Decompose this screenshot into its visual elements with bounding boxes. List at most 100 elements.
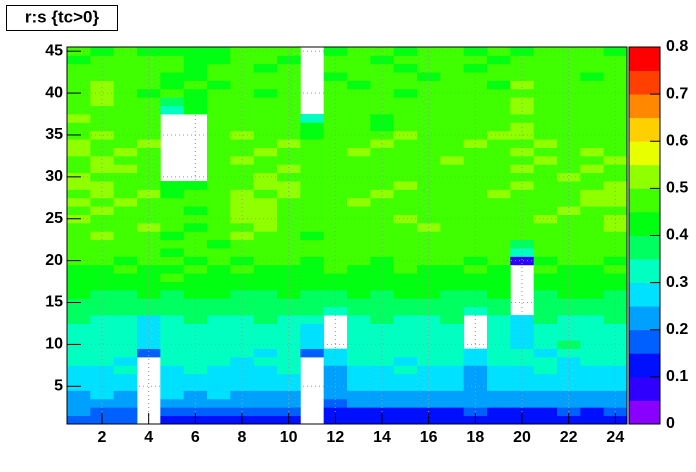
cell [510, 63, 535, 73]
cell [463, 273, 488, 282]
cell [370, 248, 395, 257]
cell [580, 248, 605, 257]
cell [300, 155, 325, 165]
cell [90, 264, 115, 274]
cell [393, 206, 418, 215]
cell [160, 80, 185, 90]
cell [463, 181, 488, 190]
cell [207, 398, 231, 408]
cell [183, 80, 208, 90]
cell [67, 105, 91, 115]
cell [67, 80, 91, 90]
cell [557, 80, 581, 90]
cell [393, 323, 418, 333]
cell [113, 382, 138, 391]
cell [557, 281, 581, 291]
cell [253, 348, 278, 358]
cell [207, 239, 231, 249]
cell [323, 105, 348, 115]
cell [370, 331, 395, 341]
cell [533, 130, 558, 140]
cell [253, 256, 278, 266]
cell [137, 189, 161, 199]
cell [440, 415, 465, 425]
cell [253, 264, 278, 274]
cell [440, 55, 465, 65]
cell [603, 164, 628, 174]
cell [253, 331, 278, 341]
cell [253, 289, 278, 299]
cell [90, 197, 115, 207]
cell [67, 281, 91, 291]
cell [113, 139, 138, 148]
cell [487, 306, 511, 316]
cell [277, 63, 301, 73]
cell [67, 365, 91, 375]
cell [347, 256, 371, 266]
cell [67, 63, 91, 73]
cell [113, 340, 138, 349]
cell [347, 273, 371, 282]
cell [183, 63, 208, 73]
cell [137, 72, 161, 81]
cell [393, 105, 418, 115]
cell [557, 248, 581, 257]
cell [160, 47, 185, 56]
cell [137, 248, 161, 257]
cell [510, 206, 535, 215]
cell [463, 356, 488, 366]
cell [113, 256, 138, 266]
cell [253, 248, 278, 257]
cell [67, 273, 91, 282]
cell [300, 231, 325, 241]
cell [603, 239, 628, 249]
cell [160, 306, 185, 316]
cell [160, 214, 185, 224]
cell [300, 214, 325, 224]
cell [253, 139, 278, 148]
color-level [629, 188, 660, 213]
cell [113, 105, 138, 115]
cell [510, 122, 535, 132]
cell [137, 340, 161, 349]
color-level [629, 329, 660, 354]
cell [463, 72, 488, 81]
cell [533, 365, 558, 375]
cell [183, 197, 208, 207]
cell [67, 155, 91, 165]
cell [277, 197, 301, 207]
cell [463, 264, 488, 274]
cell [347, 172, 371, 182]
cell [347, 390, 371, 400]
cell [67, 315, 91, 324]
cell [557, 331, 581, 341]
cell [300, 189, 325, 199]
cell [300, 298, 325, 308]
cell [300, 197, 325, 207]
cell [160, 407, 185, 417]
cell [67, 239, 91, 249]
cell [440, 340, 465, 349]
cell [603, 206, 628, 215]
cell [533, 222, 558, 232]
cell [90, 382, 115, 391]
x-tick-label: 24 [606, 429, 624, 446]
cell [207, 80, 231, 90]
cell [160, 256, 185, 266]
cell [580, 356, 605, 366]
color-level [629, 141, 660, 166]
cell [393, 155, 418, 165]
cell [370, 63, 395, 73]
cell [347, 365, 371, 375]
cell [580, 172, 605, 182]
color-level [629, 94, 660, 119]
cell [533, 340, 558, 349]
cell [253, 298, 278, 308]
cell [113, 407, 138, 417]
cell [463, 248, 488, 257]
cell [160, 415, 185, 425]
cell [277, 298, 301, 308]
cell [113, 281, 138, 291]
cell [440, 407, 465, 417]
cell [557, 181, 581, 190]
